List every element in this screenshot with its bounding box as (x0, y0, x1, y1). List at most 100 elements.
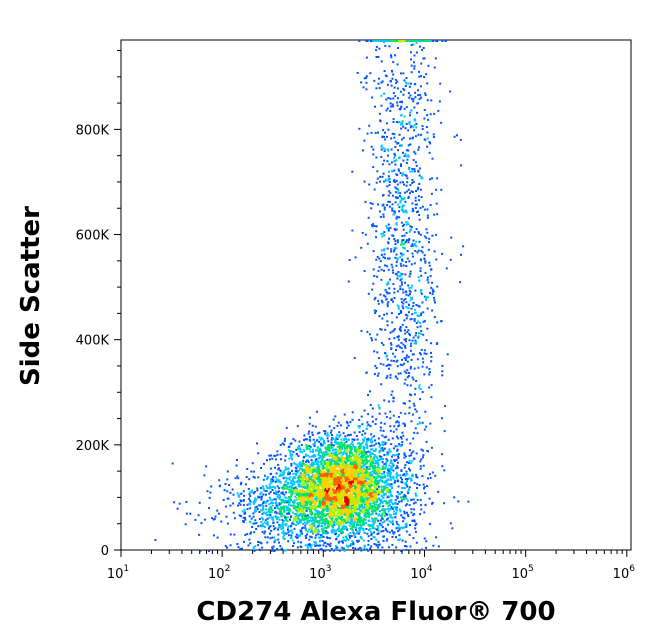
event-dot (270, 508, 272, 510)
event-dot (247, 488, 250, 490)
event-dot (319, 442, 322, 445)
event-dot (250, 517, 253, 520)
event-dot (318, 477, 321, 480)
event-dot (269, 532, 271, 535)
event-dot (292, 545, 294, 547)
event-dot (369, 448, 372, 451)
event-dot (312, 455, 315, 458)
event-dot (373, 500, 376, 503)
event-dot (252, 515, 255, 518)
event-dot (317, 473, 320, 476)
event-dot (347, 459, 350, 462)
event-dot (377, 506, 380, 509)
event-dot (358, 481, 361, 484)
event-dot (274, 458, 277, 461)
event-dot (376, 461, 379, 464)
event-dot (362, 478, 365, 481)
event-dot (384, 500, 387, 503)
event-dot (279, 444, 282, 446)
event-dot (304, 529, 307, 532)
event-dot (366, 427, 369, 430)
event-dot (363, 513, 366, 516)
event-dot (381, 447, 384, 449)
event-dot (369, 439, 372, 442)
event-dot (310, 513, 313, 516)
event-dot (372, 449, 375, 452)
event-dot (397, 485, 400, 488)
event-dot (372, 505, 375, 508)
event-dot (321, 471, 323, 474)
event-dot (350, 452, 353, 455)
event-dot (327, 521, 330, 523)
event-dot (267, 513, 270, 516)
event-dot (366, 532, 369, 535)
event-dot (353, 524, 355, 527)
event-dot (334, 510, 337, 513)
event-dot (289, 530, 291, 532)
event-dot (323, 513, 326, 516)
event-dot (365, 507, 368, 510)
event-dot (341, 473, 344, 476)
event-dot (320, 481, 323, 484)
event-dot (340, 469, 343, 472)
event-dot (385, 529, 388, 532)
event-dot (367, 437, 370, 440)
event-dot (306, 459, 309, 462)
event-dot (322, 441, 325, 444)
event-dot (330, 496, 333, 499)
event-dot (278, 541, 280, 544)
event-dot (365, 528, 368, 530)
event-dot (371, 458, 374, 461)
event-dot (352, 506, 355, 508)
event-dot (413, 502, 415, 505)
event-dot (250, 531, 253, 534)
event-dot (328, 467, 331, 470)
event-dot (333, 468, 336, 471)
event-dot (310, 516, 313, 519)
event-dot (244, 483, 247, 486)
event-dot (296, 465, 299, 468)
event-dot (341, 468, 344, 471)
event-dot (392, 414, 395, 417)
event-dot (274, 491, 277, 494)
event-dot (392, 523, 395, 526)
event-dot (267, 510, 270, 513)
event-dot (307, 468, 310, 471)
event-dot (409, 545, 412, 548)
event-dot (292, 450, 295, 453)
event-dot (339, 460, 342, 463)
event-dot (377, 493, 380, 496)
event-dot (333, 489, 336, 492)
event-dot (279, 481, 282, 484)
event-dot (199, 549, 202, 552)
event-dot (263, 521, 266, 524)
event-dot (357, 425, 360, 427)
event-dot (267, 522, 270, 525)
event-dot (266, 514, 269, 517)
event-dot (271, 489, 274, 491)
event-dot (343, 437, 346, 440)
event-dot (370, 489, 372, 492)
event-dot (327, 495, 330, 498)
event-dot (280, 470, 283, 473)
event-dot (334, 547, 337, 550)
event-dot (325, 448, 328, 451)
event-dot (400, 491, 403, 494)
event-dot (322, 453, 325, 456)
event-dot (279, 453, 282, 456)
event-dot (271, 546, 274, 549)
event-dot (395, 520, 398, 523)
event-dot (345, 475, 348, 478)
event-dot (312, 548, 315, 551)
event-dot (312, 443, 315, 446)
event-dot (324, 451, 327, 454)
event-dot (315, 534, 318, 537)
event-dot (324, 480, 327, 483)
event-dot (295, 470, 298, 473)
event-dot (329, 545, 332, 548)
event-dot (318, 511, 321, 514)
event-dot (240, 515, 243, 518)
event-dot (340, 529, 342, 532)
event-dot (294, 466, 297, 469)
event-dot (337, 480, 340, 483)
